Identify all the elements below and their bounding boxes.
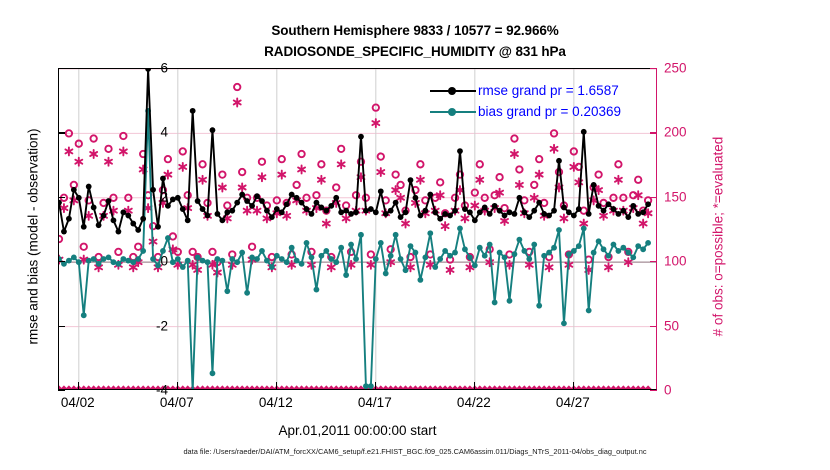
x-axis-tick-mark: [176, 382, 179, 390]
x-axis-tick-mark: [275, 382, 278, 390]
chart-svg: [59, 69, 656, 389]
y-axis-left-tick-mark: [58, 132, 65, 134]
y-axis-left-tick-label: 6: [160, 60, 168, 76]
y-axis-left-title: rmse and bias (model - observation): [25, 128, 41, 345]
y-axis-left-tick-label: 2: [160, 189, 168, 205]
legend-item-bias: bias grand pr = 0.20369: [430, 101, 621, 122]
title-line-2: RADIOSONDE_SPECIFIC_HUMIDITY @ 831 hPa: [264, 44, 566, 59]
legend-label-rmse: rmse grand pr = 1.6587: [478, 83, 619, 98]
y-axis-left-tick-mark: [58, 196, 65, 199]
y-axis-right-tick-label: 50: [664, 318, 680, 334]
plot-area: [58, 68, 657, 390]
y-axis-left-tick-label: 4: [160, 124, 168, 140]
legend-item-rmse: rmse grand pr = 1.6587: [430, 80, 621, 101]
x-axis-tick-label: 04/22: [456, 395, 491, 410]
title-line-1: Southern Hemisphere 9833 / 10577 = 92.96…: [271, 23, 559, 38]
chart-legend: rmse grand pr = 1.6587 bias grand pr = 0…: [430, 80, 621, 122]
y-axis-right-tick-mark: [650, 68, 657, 70]
x-axis-tick-label: 04/07: [159, 395, 194, 410]
legend-swatch-bias: [430, 106, 476, 118]
x-axis-tick-label: 04/12: [258, 395, 293, 410]
y-axis-left-tick-label: -4: [155, 382, 168, 398]
x-axis-title: Apr.01,2011 00:00:00 start: [278, 423, 437, 438]
chart-title: Southern Hemisphere 9833 / 10577 = 92.96…: [0, 20, 830, 62]
y-axis-left-tick-mark: [58, 68, 65, 70]
y-axis-right-tick-label: 150: [664, 189, 687, 205]
data-file-footer: data file: /Users/raeder/DAI/ATM_forcXX/…: [183, 447, 647, 456]
y-axis-right-tick-mark: [650, 261, 657, 263]
y-axis-right-title: # of obs: o=possible; *=evaluated: [710, 136, 726, 337]
y-axis-right-tick-mark: [650, 196, 657, 199]
x-axis-tick-mark: [473, 382, 476, 390]
y-axis-right-tick-mark: [650, 325, 657, 327]
y-axis-left-tick-label: 0: [160, 253, 168, 269]
y-axis-right-tick-label: 0: [664, 382, 672, 398]
y-axis-right-tick-mark: [650, 132, 657, 134]
x-axis-tick-label: 04/17: [357, 395, 392, 410]
plot-canvas: [59, 69, 656, 389]
y-axis-left-tick-label: -2: [155, 318, 168, 334]
y-axis-right-tick-label: 100: [664, 253, 687, 269]
legend-swatch-rmse: [430, 85, 476, 97]
x-axis-tick-label: 04/27: [555, 395, 590, 410]
y-axis-right-tick-label: 250: [664, 60, 687, 76]
y-axis-left-tick-mark: [58, 325, 65, 327]
y-axis-right-tick-mark: [650, 390, 657, 392]
x-axis-tick-mark: [572, 382, 575, 390]
x-axis-tick-label: 04/02: [60, 395, 95, 410]
y-axis-left-tick-mark: [58, 390, 65, 392]
y-axis-right-tick-label: 200: [664, 124, 687, 140]
legend-label-bias: bias grand pr = 0.20369: [478, 104, 621, 119]
x-axis-tick-mark: [374, 382, 377, 390]
y-axis-left-tick-mark: [58, 261, 65, 263]
x-axis-tick-mark: [77, 382, 80, 390]
